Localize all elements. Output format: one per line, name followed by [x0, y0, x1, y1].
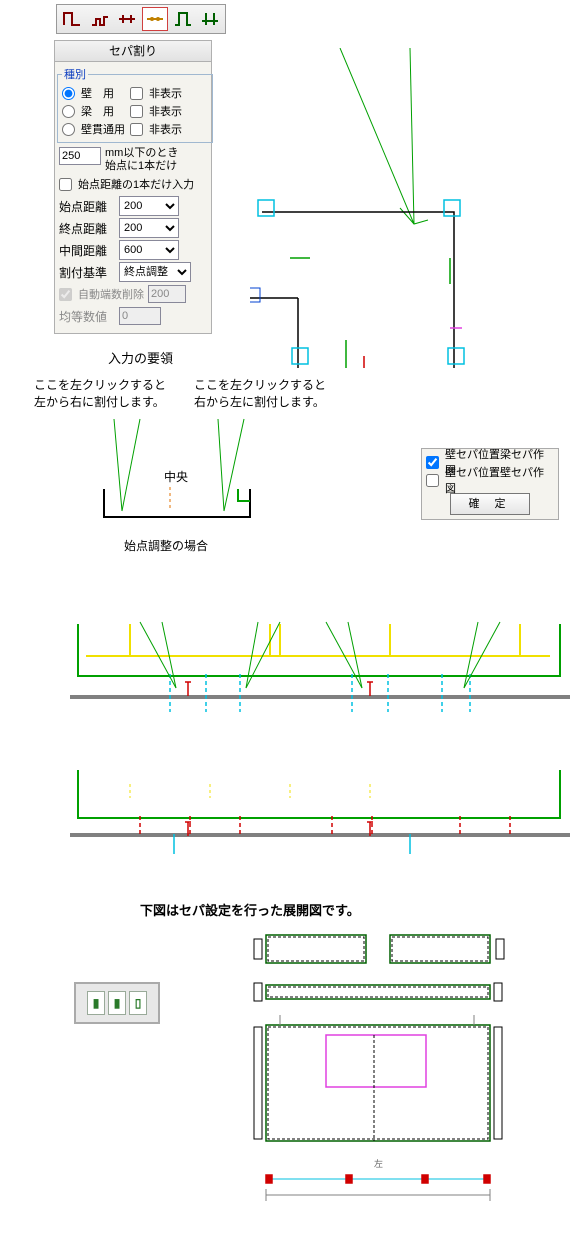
- hide-beam[interactable]: 非表示: [130, 102, 210, 120]
- section-diagram-1: [70, 616, 570, 756]
- start-only-check[interactable]: 始点距離の1本だけ入力: [57, 173, 209, 195]
- toolbar-btn-4[interactable]: [142, 7, 168, 31]
- section-diagram-2: [70, 762, 570, 882]
- toolbar-btn-3[interactable]: [114, 7, 140, 31]
- toolbar: [56, 4, 226, 34]
- equal-input: [119, 307, 161, 325]
- toolbar-btn-2[interactable]: [87, 7, 113, 31]
- hide-through[interactable]: 非表示: [130, 120, 210, 138]
- instructions: ここを左クリックすると 左から右に割付します。 ここを左クリックすると 右から左…: [34, 377, 575, 411]
- end-dist-combo[interactable]: 200: [119, 218, 179, 238]
- alloc-combo[interactable]: 終点調整: [119, 262, 191, 282]
- center-label: 中央: [164, 469, 188, 484]
- confirm-panel: 壁セパ位置梁セパ作図 壁セパ位置壁セパ作図 確 定: [421, 448, 559, 520]
- instr-left: ここを左クリックすると 左から右に割付します。: [34, 377, 166, 411]
- thumb-icon: ▮: [108, 991, 126, 1015]
- start-dist-combo[interactable]: 200: [119, 196, 179, 216]
- hide-wall[interactable]: 非表示: [130, 84, 210, 102]
- confirm-button[interactable]: 確 定: [450, 493, 530, 515]
- bracket-diagram: 中央: [74, 411, 274, 531]
- thumb-icon: ▮: [87, 991, 105, 1015]
- elevation-diagrams: 左: [250, 929, 550, 1209]
- alloc-label: 割付基準: [59, 264, 115, 281]
- instr-right: ここを左クリックすると 右から左に割付します。: [194, 377, 326, 411]
- mini-toolbar-thumb: ▮ ▮ ▯: [74, 982, 160, 1024]
- toolbar-btn-6[interactable]: [197, 7, 223, 31]
- plan-diagram: [250, 48, 570, 368]
- svg-text:左: 左: [374, 1158, 383, 1169]
- panel-title: セパ割り: [54, 40, 212, 62]
- equal-label: 均等数値: [59, 308, 115, 325]
- toolbar-btn-1[interactable]: [59, 7, 85, 31]
- end-dist-label: 終点距離: [59, 220, 115, 237]
- type-legend: 種別: [62, 66, 88, 82]
- radio-wall[interactable]: 壁 用: [62, 84, 130, 102]
- cb-wall-sepa[interactable]: 壁セパ位置壁セパ作図: [426, 471, 554, 489]
- mid-dist-combo[interactable]: 600: [119, 240, 179, 260]
- mid-dist-label: 中間距離: [59, 242, 115, 259]
- auto-del-check: 自動端数削除: [57, 283, 209, 305]
- mm-label: mm以下のとき 始点に1本だけ: [105, 147, 178, 173]
- bracket-caption: 始点調整の場合: [124, 537, 575, 554]
- thumb-icon: ▯: [129, 991, 147, 1015]
- radio-beam[interactable]: 梁 用: [62, 102, 130, 120]
- sepa-panel: 種別 壁 用 非表示 梁 用 非表示 壁貫通用 非表示 mm以下のとき 始点に1…: [54, 62, 212, 334]
- radio-through[interactable]: 壁貫通用: [62, 120, 130, 138]
- start-dist-label: 始点距離: [59, 198, 115, 215]
- toolbar-btn-5[interactable]: [170, 7, 196, 31]
- mm-input[interactable]: [59, 147, 101, 165]
- type-group: 種別 壁 用 非表示 梁 用 非表示 壁貫通用 非表示: [57, 66, 213, 143]
- section3-title: 下図はセパ設定を行った展開図です。: [140, 900, 575, 919]
